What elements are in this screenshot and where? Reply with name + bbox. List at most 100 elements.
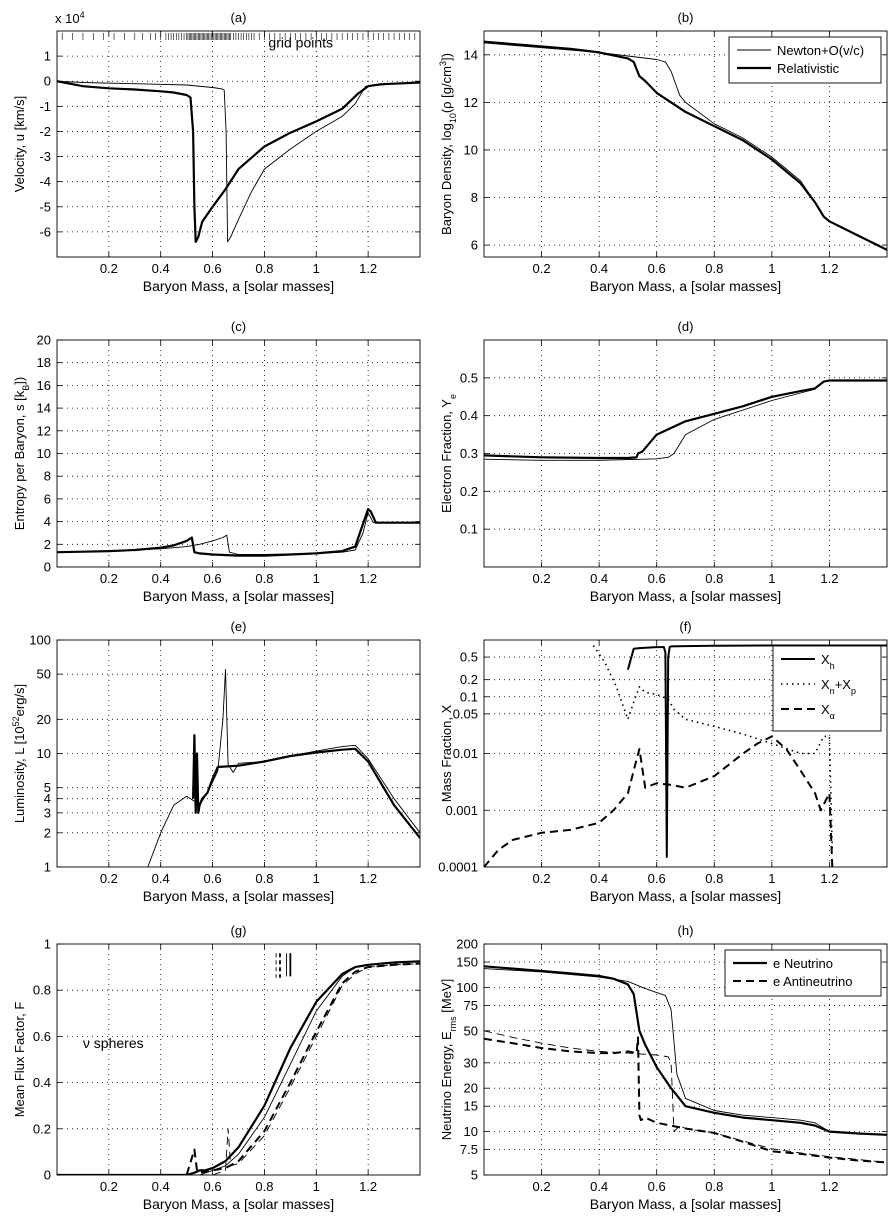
y-tick-label: 16 <box>37 378 51 393</box>
series-group <box>57 80 420 243</box>
x-tick-label: 0.6 <box>204 571 222 586</box>
y-tick-label: 20 <box>37 712 51 727</box>
y-tick-label: 0.05 <box>453 706 478 721</box>
x-tick-label: 1 <box>768 571 775 586</box>
y-tick-label: 14 <box>464 47 478 62</box>
grid-points-label: grid points <box>268 34 333 50</box>
x-tick-label: 1 <box>313 261 320 276</box>
y-tick-label: 0.3 <box>460 446 478 461</box>
x-tick-label: 0.2 <box>100 871 118 886</box>
panel-d: 0.2 0.4 0.6 0.8 1 1.2 0.1 0.2 0.3 0.4 0.5 (d) Baryon… <box>439 319 888 604</box>
series-group <box>57 508 420 557</box>
y-tick-label: 10 <box>464 1124 478 1139</box>
y-tick-label: 8 <box>44 469 51 484</box>
y-tick-label: -1 <box>39 99 51 114</box>
x-tick-label: 0.2 <box>533 261 551 276</box>
series-line <box>57 960 420 1175</box>
panel-title: (h) <box>678 923 694 938</box>
legend-label: e Antineutrino <box>773 974 853 989</box>
axes-frame <box>483 639 888 868</box>
x-tick-label: 1.2 <box>359 261 377 276</box>
y-tick-label: 0 <box>44 560 51 575</box>
series-line <box>626 644 887 858</box>
x-tick-label: 0.6 <box>648 571 666 586</box>
y-tick-label: 4 <box>44 791 51 806</box>
x-axis-label: Baryon Mass, a [solar masses] <box>143 1196 334 1212</box>
panel-title: (d) <box>678 319 694 334</box>
axes-frame <box>56 339 421 568</box>
x-tick-label: 0.8 <box>705 261 723 276</box>
y-axis-label: Luminosity, L [1052erg/s] <box>11 684 27 823</box>
x-tick-label: 0.2 <box>533 871 551 886</box>
y-tick-label: 0.4 <box>33 1075 51 1090</box>
panel-title: (a) <box>231 10 247 25</box>
nu-spheres-label: ν spheres <box>83 1035 144 1051</box>
y-tick-label: 12 <box>464 95 478 110</box>
series-line <box>484 968 887 1136</box>
series-line <box>484 40 887 251</box>
x-tick-label: 0.4 <box>152 871 170 886</box>
x-axis-label: Baryon Mass, a [solar masses] <box>590 588 781 604</box>
series-line <box>484 379 887 460</box>
legend-label: Xn+Xp <box>821 677 856 696</box>
series-group <box>484 644 887 867</box>
x-tick-label: 0.2 <box>533 571 551 586</box>
y-axis-label: Entropy per Baryon, s [kB]) <box>12 377 31 530</box>
x-tick-label: 0.4 <box>152 571 170 586</box>
panel-f: 0.2 0.4 0.6 0.8 1 1.2 0.0001 0.001 0.01 0.05 0.1 0.… <box>438 619 888 904</box>
panel-b: 0.2 0.4 0.6 0.8 1 1.2 6 8 10 12 14 (b) Baryon Mass, … <box>438 10 888 294</box>
y-tick-label: 14 <box>37 401 51 416</box>
axes-frame <box>56 639 421 868</box>
x-tick-label: 0.6 <box>648 871 666 886</box>
y-tick-label: 10 <box>37 446 51 461</box>
y-tick-label: 0.1 <box>460 689 478 704</box>
x-tick-label: 0.4 <box>590 871 608 886</box>
legend-box <box>724 949 882 997</box>
axes-frame <box>483 30 888 258</box>
y-tick-label: -2 <box>39 124 51 139</box>
y-tick-label: 50 <box>37 667 51 682</box>
axes-frame <box>483 339 888 568</box>
series-line <box>192 734 420 839</box>
x-tick-label: 0.8 <box>255 571 273 586</box>
x-tick-label: 0.8 <box>255 871 273 886</box>
x-tick-label: 0.2 <box>100 1179 118 1194</box>
y-tick-label: 0.6 <box>33 1029 51 1044</box>
legend-label: Newton+O(v/c) <box>777 43 864 58</box>
grid <box>57 640 420 867</box>
series-line <box>57 962 420 1175</box>
y-tick-label: 4 <box>44 514 51 529</box>
y-tick-label: 0.001 <box>445 803 478 818</box>
y-axis-label: Mass Fraction, X <box>439 704 454 802</box>
panel-title: (e) <box>231 619 247 634</box>
x-tick-label: 0.6 <box>204 1179 222 1194</box>
series-line <box>57 508 420 557</box>
x-tick-label: 0.6 <box>204 871 222 886</box>
x-tick-label: 1.2 <box>820 871 838 886</box>
y-tick-label: 0.0001 <box>438 860 478 875</box>
series-line <box>147 669 420 867</box>
y-axis-label: Electron Fraction, Ye <box>439 394 458 513</box>
y-tick-label: 0 <box>44 74 51 89</box>
legend-box <box>728 36 882 84</box>
x-tick-label: 1.2 <box>359 871 377 886</box>
panel-title: (g) <box>231 923 247 938</box>
series-line <box>57 963 420 1175</box>
axes-frame <box>56 30 421 258</box>
series-line <box>57 80 420 243</box>
y-tick-label: 20 <box>464 1081 478 1096</box>
y-tick-label: 6 <box>44 491 51 506</box>
y-tick-label: 50 <box>464 1023 478 1038</box>
x-axis-label: Baryon Mass, a [solar masses] <box>143 588 334 604</box>
series-group <box>484 40 887 251</box>
y-tick-label: 0.5 <box>460 370 478 385</box>
grid <box>57 944 420 1175</box>
x-tick-label: 1 <box>768 871 775 886</box>
y-tick-label: 15 <box>464 1099 478 1114</box>
series-group <box>484 965 887 1164</box>
y-tick-label: 200 <box>456 937 478 952</box>
y-tick-label: 1 <box>44 937 51 952</box>
panel-a: 0.2 0.4 0.6 0.8 1 1.2 -6 -5 -4 -3 -2 -1 0 1 (a) Baryon … <box>12 10 421 294</box>
x-tick-label: 0.8 <box>705 1179 723 1194</box>
x-tick-label: 0.8 <box>255 261 273 276</box>
